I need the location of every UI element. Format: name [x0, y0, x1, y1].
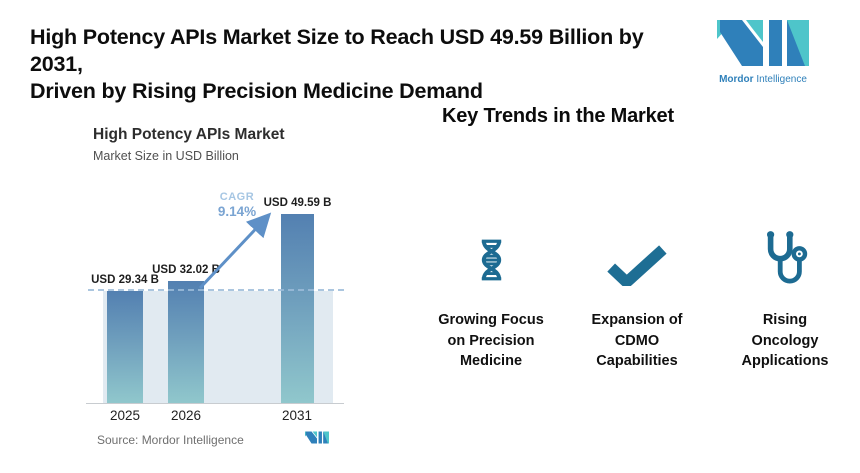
bar-2026 [168, 281, 204, 403]
x-tick-2026: 2026 [170, 408, 202, 423]
checkmark-icon [607, 245, 667, 286]
cagr-label: CAGR [219, 191, 255, 203]
x-axis-line [86, 403, 344, 404]
x-tick-2031: 2031 [281, 408, 313, 423]
bar-group-2025: USD 29.34 B [91, 274, 159, 403]
trend-label-line: Rising [762, 312, 808, 328]
bar-2025 [107, 291, 143, 403]
logo-brand-regular: Intelligence [756, 74, 807, 85]
mordor-intelligence-logo: Mordor Intelligence [716, 20, 810, 85]
trend-item-oncology-applications: Rising Oncology Applications [710, 220, 860, 372]
bar-group-2026: USD 32.02 B [152, 264, 220, 403]
bar-value-label: USD 49.59 B [263, 197, 332, 209]
bar-chart-plot: USD 29.34 B USD 32.02 B USD 49.59 B [88, 197, 344, 403]
bar-group-2031: USD 49.59 B [264, 197, 331, 403]
trend-label-line: Growing Focus [438, 312, 544, 328]
mordor-logo-icon [717, 20, 809, 66]
stethoscope-icon [767, 231, 808, 284]
logo-brand-bold: Mordor [719, 74, 754, 85]
trend-label-line: Applications [741, 353, 829, 370]
mini-mordor-logo-icon [305, 431, 329, 444]
bar-value-label: USD 32.02 B [152, 264, 220, 276]
chart-title: High Potency APIs Market [93, 126, 285, 143]
trend-label-line: Capabilities [596, 353, 678, 370]
trend-label-line: Medicine [459, 353, 523, 370]
trend-item-precision-medicine: Growing Focus on Precision Medicine [416, 220, 566, 372]
bar-value-label: USD 29.34 B [91, 274, 159, 286]
trend-label: Rising Oncology Applications [741, 310, 828, 372]
trend-label: Expansion of CDMO Capabilities [591, 310, 682, 372]
trend-icon-box [761, 220, 809, 290]
x-tick-2025: 2025 [109, 408, 141, 423]
trends-section-title: Key Trends in the Market [442, 105, 674, 127]
trend-label-line: Expansion of [591, 312, 683, 328]
trend-icon-box [476, 220, 507, 290]
page-title: High Potency APIs Market Size to Reach U… [30, 24, 650, 105]
trend-icon-box [606, 220, 668, 290]
dashed-reference-line [88, 289, 344, 291]
source-attribution: Source: Mordor Intelligence [97, 433, 244, 447]
trend-item-cdmo-expansion: Expansion of CDMO Capabilities [562, 220, 712, 372]
page-title-line1: High Potency APIs Market Size to Reach U… [30, 25, 644, 76]
trend-label-line: CDMO [614, 332, 660, 349]
trend-label-line: Oncology [751, 332, 819, 349]
mordor-logo-wordmark: Mordor Intelligence [716, 74, 810, 85]
trend-label: Growing Focus on Precision Medicine [438, 310, 544, 372]
growth-arrow-icon [198, 212, 272, 290]
bar-2031 [281, 214, 314, 403]
page-title-line2: Driven by Rising Precision Medicine Dema… [30, 79, 483, 103]
chart-subtitle: Market Size in USD Billion [93, 149, 239, 163]
dna-icon [481, 239, 501, 281]
trend-label-line: on Precision [447, 332, 535, 349]
